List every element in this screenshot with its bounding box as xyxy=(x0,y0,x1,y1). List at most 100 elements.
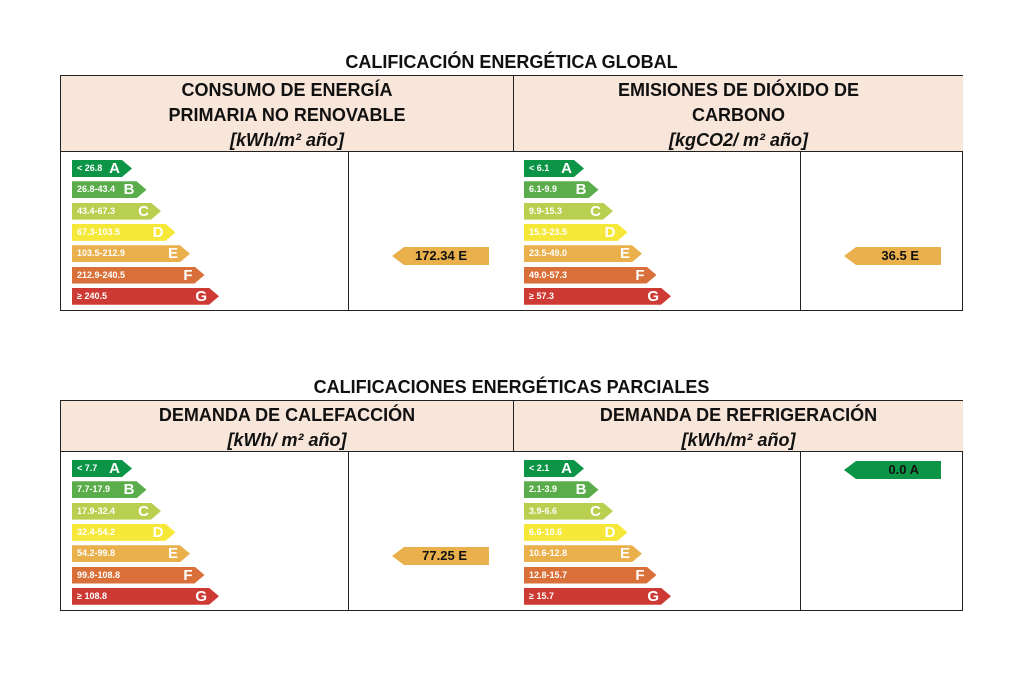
rating-bar-e: 103.5-212.9 E xyxy=(72,245,190,262)
rating-bar-b: 2.1-3.9 B xyxy=(524,481,599,498)
rating-bar-b: 26.8-43.4 B xyxy=(72,181,147,198)
range-label: ≥ 108.8 xyxy=(77,590,107,601)
class-letter: E xyxy=(619,245,630,263)
rating-bar-f: 12.8-15.7 F xyxy=(524,567,657,584)
header-line: DEMANDA DE CALEFACCIÓN xyxy=(158,405,416,425)
partial-title: CALIFICACIONES ENERGÉTICAS PARCIALES xyxy=(313,377,710,397)
rating-bar-d: 32.4-54.2 D xyxy=(72,524,176,541)
class-letter: A xyxy=(561,160,572,177)
range-label: 26.8-43.4 xyxy=(77,184,116,195)
unit-label: [kWh/m² año] xyxy=(230,130,344,150)
class-letter: E xyxy=(167,545,178,563)
range-label: 54.2-99.8 xyxy=(77,548,116,559)
class-letter: F xyxy=(183,566,193,584)
class-letter: F xyxy=(635,266,645,284)
class-letter: C xyxy=(590,502,601,520)
range-label: 32.4-54.2 xyxy=(77,526,116,537)
header-line: CONSUMO DE ENERGÍA xyxy=(181,80,393,100)
rating-bar-f: 49.0-57.3 F xyxy=(524,267,657,284)
class-letter: B xyxy=(575,181,587,199)
class-letter: D xyxy=(604,523,616,541)
class-letter: G xyxy=(195,587,207,605)
rating-bar-a: < 6.1 A xyxy=(524,160,584,177)
class-letter: B xyxy=(123,181,135,199)
header-consumo: CONSUMO DE ENERGÍA PRIMARIA NO RENOVABLE… xyxy=(61,76,513,152)
range-label: 7.7-17.9 xyxy=(77,484,111,495)
range-label: 212.9-240.5 xyxy=(77,269,126,280)
class-letter: G xyxy=(647,587,659,605)
class-letter: F xyxy=(635,566,645,584)
rating-bar-d: 6.6-10.6 D xyxy=(524,524,628,541)
class-letter: B xyxy=(575,481,587,499)
rating-bar-c: 43.4-67.3 C xyxy=(72,203,161,220)
header-line: CARBONO xyxy=(692,105,785,125)
class-letter: G xyxy=(647,287,659,305)
rating-bar-d: 15.3-23.5 D xyxy=(524,224,628,241)
header-line: DEMANDA DE REFRIGERACIÓN xyxy=(599,405,878,425)
class-letter: D xyxy=(152,523,164,541)
rating-bar-c: 17.9-32.4 C xyxy=(72,503,161,520)
class-letter: A xyxy=(561,460,572,477)
header-emisiones: EMISIONES DE DIÓXIDO DE CARBONO [kgCO2/ … xyxy=(513,76,963,152)
class-letter: E xyxy=(167,245,178,263)
class-letter: A xyxy=(109,160,120,177)
rating-bar-g: ≥ 240.5 G xyxy=(72,288,219,305)
global-table: CONSUMO DE ENERGÍA PRIMARIA NO RENOVABLE… xyxy=(60,75,963,311)
unit-label: [kgCO2/ m² año] xyxy=(668,130,808,150)
rating-bar-b: 7.7-17.9 B xyxy=(72,481,147,498)
range-label: < 7.7 xyxy=(77,463,98,473)
rating-bar-g: ≥ 57.3 G xyxy=(524,288,671,305)
class-letter: E xyxy=(619,545,630,563)
rating-bar-a: < 7.7 A xyxy=(72,460,132,477)
range-label: 6.6-10.6 xyxy=(529,526,563,537)
unit-label: [kWh/m² año] xyxy=(681,430,796,450)
range-label: 15.3-23.5 xyxy=(529,226,568,237)
rating-indicator: 0.0 A xyxy=(844,461,941,479)
class-letter: B xyxy=(123,481,135,499)
range-label: 43.4-67.3 xyxy=(77,205,116,216)
range-label: 67.3-103.5 xyxy=(77,226,121,237)
header-line: PRIMARIA NO RENOVABLE xyxy=(168,105,406,125)
class-letter: D xyxy=(604,223,616,241)
global-title: CALIFICACIÓN ENERGÉTICA GLOBAL xyxy=(345,52,678,72)
rating-indicator: 77.25 E xyxy=(392,547,489,565)
rating-bar-e: 23.5-49.0 E xyxy=(524,245,642,262)
partial-table: DEMANDA DE CALEFACCIÓN [kWh/ m² año] DEM… xyxy=(60,400,963,611)
rating-bar-b: 6.1-9.9 B xyxy=(524,181,599,198)
rating-bar-d: 67.3-103.5 D xyxy=(72,224,176,241)
rating-bar-f: 99.8-108.8 F xyxy=(72,567,205,584)
range-label: 3.9-6.6 xyxy=(529,505,558,516)
range-label: 10.6-12.8 xyxy=(529,548,568,559)
rating-bar-c: 3.9-6.6 C xyxy=(524,503,613,520)
rating-bar-e: 10.6-12.8 E xyxy=(524,545,642,562)
range-label: 6.1-9.9 xyxy=(529,184,558,195)
header-refrigeracion: DEMANDA DE REFRIGERACIÓN [kWh/m² año] xyxy=(513,401,963,452)
range-label: ≥ 240.5 xyxy=(77,290,107,301)
range-label: ≥ 15.7 xyxy=(529,590,554,601)
range-label: ≥ 57.3 xyxy=(529,290,554,301)
rating-bar-g: ≥ 15.7 G xyxy=(524,588,671,605)
range-label: 23.5-49.0 xyxy=(529,248,568,259)
range-label: 2.1-3.9 xyxy=(529,484,558,495)
range-label: 9.9-15.3 xyxy=(529,205,563,216)
range-label: < 2.1 xyxy=(529,463,550,473)
range-label: 103.5-212.9 xyxy=(77,248,126,259)
class-letter: F xyxy=(183,266,193,284)
class-letter: C xyxy=(590,202,601,220)
rating-bar-a: < 2.1 A xyxy=(524,460,584,477)
class-letter: C xyxy=(138,502,149,520)
range-label: 99.8-108.8 xyxy=(77,569,121,580)
range-label: < 6.1 xyxy=(529,163,550,173)
unit-label: [kWh/ m² año] xyxy=(227,430,347,450)
rating-bar-a: < 26.8 A xyxy=(72,160,132,177)
range-label: 17.9-32.4 xyxy=(77,505,116,516)
range-label: < 26.8 xyxy=(77,163,103,173)
class-letter: D xyxy=(152,223,164,241)
class-letter: C xyxy=(138,202,149,220)
range-label: 49.0-57.3 xyxy=(529,269,568,280)
range-label: 12.8-15.7 xyxy=(529,569,568,580)
rating-indicator: 172.34 E xyxy=(392,247,489,265)
rating-bar-f: 212.9-240.5 F xyxy=(72,267,205,284)
class-letter: A xyxy=(109,460,120,477)
header-calefaccion: DEMANDA DE CALEFACCIÓN [kWh/ m² año] xyxy=(61,401,513,452)
